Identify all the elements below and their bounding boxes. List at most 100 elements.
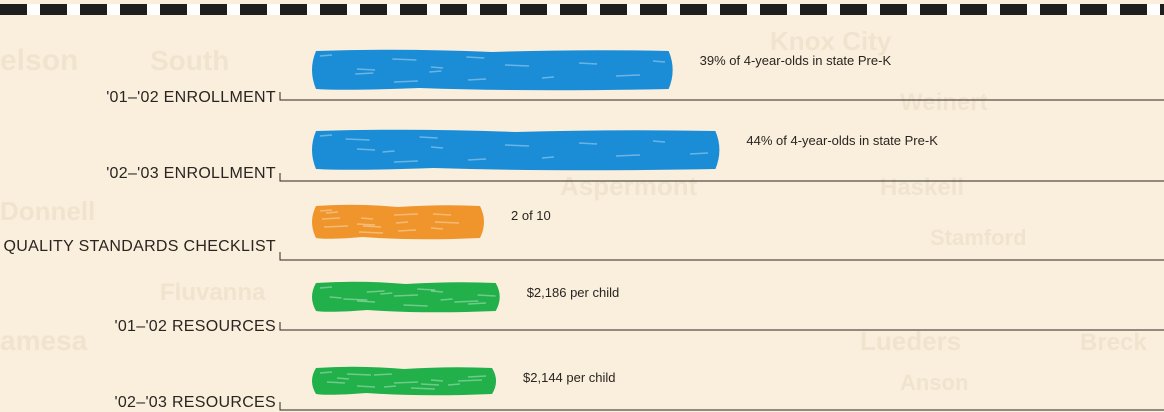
border-dash (200, 4, 227, 15)
border-dash (840, 4, 867, 15)
bar-texture (578, 142, 598, 145)
border-dash (160, 4, 187, 15)
bar-texture (319, 286, 333, 289)
bar-texture (430, 66, 444, 69)
map-decoration: Aspermont (560, 171, 698, 201)
bar-texture (380, 292, 393, 295)
category-label: '02–'03 ENROLLMENT (106, 165, 276, 182)
chart-row: '01–'02 RESOURCES $2,186 per child (115, 281, 1164, 335)
bar (312, 204, 484, 240)
bar-texture (504, 144, 530, 147)
bar-texture (319, 134, 333, 137)
border-dash (920, 4, 947, 15)
bar-texture (403, 304, 428, 307)
value-label: 39% of 4-year-olds in state Pre-K (700, 53, 892, 68)
bar-texture (432, 213, 452, 216)
border-dash (240, 4, 267, 15)
map-decoration: Lueders (860, 326, 961, 356)
bar-texture (615, 154, 641, 157)
bar-texture (373, 373, 392, 376)
map-decoration: Donnell (0, 196, 95, 226)
border-dash (1120, 4, 1147, 15)
bar-texture (355, 72, 374, 75)
chart-row: '02–'03 ENROLLMENT 44% of 4-year-olds in … (106, 129, 1164, 182)
bar-texture (366, 290, 385, 293)
map-decoration: Breck (1080, 329, 1147, 356)
bar (312, 281, 500, 313)
border-dash (360, 4, 387, 15)
border-dash (400, 4, 427, 15)
bar-texture (467, 158, 487, 161)
map-decoration: Anson (900, 370, 968, 395)
bar-texture (417, 288, 436, 291)
bar-texture (336, 377, 350, 380)
border-dash (600, 4, 627, 15)
map-decoration: Knox City (770, 26, 892, 56)
bar-texture (360, 217, 374, 220)
map-decoration: South (150, 45, 229, 76)
bar-texture (652, 140, 666, 143)
border-dash (320, 4, 347, 15)
bar-texture (393, 213, 419, 216)
bar-texture (329, 296, 342, 299)
bar-texture (319, 209, 333, 212)
border-dash (720, 4, 747, 15)
border-dash (760, 4, 787, 15)
bar-texture (430, 146, 444, 149)
value-label: 44% of 4-year-olds in state Pre-K (746, 133, 938, 148)
bar-texture (652, 60, 666, 63)
bar-texture (541, 76, 555, 79)
bar-texture (356, 68, 376, 71)
bar-texture (419, 136, 438, 139)
bar-texture (541, 156, 555, 159)
border-dash (120, 4, 147, 15)
category-label: '01–'02 RESOURCES (115, 318, 277, 335)
row-axis-line (279, 92, 1164, 101)
map-decoration: Stamford (930, 225, 1027, 250)
bar-texture (358, 231, 384, 234)
bar-texture (383, 385, 397, 388)
border-dash (440, 4, 467, 15)
bar-texture (346, 373, 372, 376)
value-label: 2 of 10 (511, 208, 551, 223)
bar-texture (343, 298, 368, 301)
bar-texture (430, 227, 444, 230)
bar-texture (321, 217, 341, 220)
value-label: $2,144 per child (523, 370, 616, 385)
value-label: $2,186 per child (527, 285, 620, 300)
bar-texture (362, 225, 382, 228)
border-dash (880, 4, 907, 15)
bar-texture (395, 221, 409, 224)
bar-texture (323, 225, 349, 228)
border-dash (0, 4, 27, 15)
bar-texture (393, 381, 419, 384)
border-dash (640, 4, 667, 15)
bar-texture (578, 62, 598, 65)
border-dash (800, 4, 827, 15)
map-decoration: Fluvanna (160, 279, 266, 306)
bar-texture (356, 385, 376, 388)
bar (312, 129, 720, 171)
bar-texture (420, 383, 440, 386)
bar-texture (457, 379, 483, 382)
bar-texture (326, 381, 345, 384)
bar-texture (477, 294, 496, 297)
bar-texture (356, 223, 376, 226)
bar-texture (356, 300, 376, 303)
bar (312, 366, 497, 396)
bar-texture (393, 80, 419, 83)
bar-texture (430, 379, 444, 382)
border-dash (1040, 4, 1067, 15)
bar-texture (319, 54, 333, 57)
bar-texture (504, 64, 530, 67)
chart-rows: '01–'02 ENROLLMENT 39% of 4-year-olds in … (4, 49, 1164, 411)
dashed-top-border (0, 4, 1164, 15)
row-axis-line (279, 173, 1164, 182)
map-decoration: Weinert (900, 89, 988, 116)
bar-texture (466, 56, 485, 59)
bar (312, 49, 673, 91)
border-dash (40, 4, 67, 15)
bar-texture (467, 78, 487, 81)
bar-texture (410, 387, 435, 390)
